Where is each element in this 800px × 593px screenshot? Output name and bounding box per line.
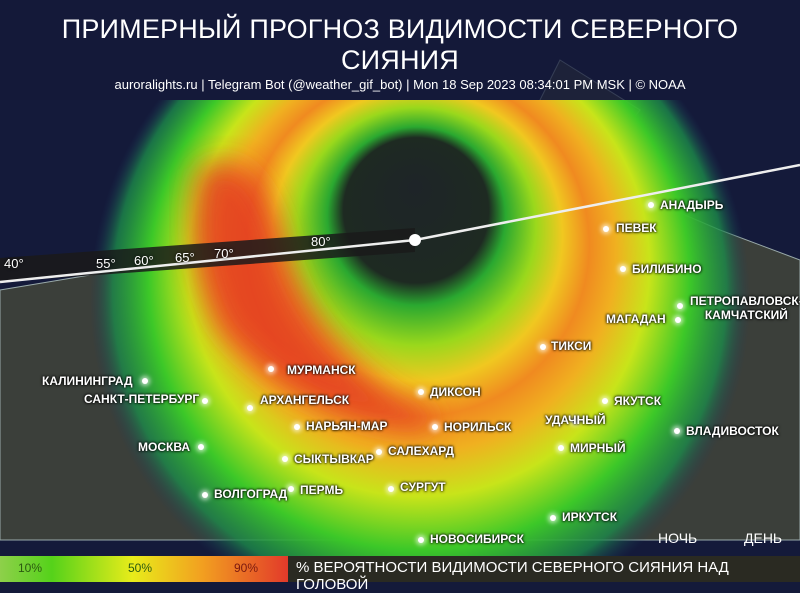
legend-tick: 50% [128,561,153,575]
city-label: АРХАНГЕЛЬСК [260,393,350,407]
city-label: БИЛИБИНО [632,262,702,276]
city-marker [202,492,208,498]
city-marker [268,366,274,372]
day-label: ДЕНЬ [744,530,783,546]
city-marker [247,405,253,411]
meridian-line [0,163,800,284]
city-marker [418,389,424,395]
city-marker [677,303,683,309]
high-probability-zone [193,162,436,430]
city-label: НОВОСИБИРСК [430,532,524,546]
subtitle: auroralights.ru | Telegram Bot (@weather… [114,77,686,92]
city-label: МОСКВА [138,440,191,454]
legend-label: % ВЕРОЯТНОСТИ ВИДИМОСТИ СЕВЕРНОГО СИЯНИЯ… [296,559,729,593]
city-label: ИРКУТСК [562,510,618,524]
city-label: ПЕРМЬ [300,483,344,497]
city-marker [198,444,204,450]
city-marker [550,515,556,521]
city-marker [388,486,394,492]
page-title: ПРИМЕРНЫЙ ПРОГНОЗ ВИДИМОСТИ СЕВЕРНОГО СИ… [61,14,739,75]
city-label: САНКТ-ПЕТЕРБУРГ [84,392,200,406]
city-label: СЫКТЫВКАР [294,452,374,466]
latitude-label: 55° [96,256,116,271]
legend-gradient: 10% 50% 90% [0,556,288,582]
city-label: КАЛИНИНГРАД [42,374,133,388]
city-marker [675,317,681,323]
city-marker [288,486,294,492]
city-marker [602,398,608,404]
city-marker [620,266,626,272]
meridian-band [0,228,415,282]
city-marker [648,202,654,208]
legend: 10% 50% 90% % ВЕРОЯТНОСТИ ВИДИМОСТИ СЕВЕ… [0,556,800,593]
latitude-label: 40° [4,256,24,271]
night-label: НОЧЬ [658,530,698,546]
city-marker [282,456,288,462]
city-label: ДИКСОН [430,385,481,399]
city-marker [202,398,208,404]
city-label: НАРЬЯН-МАР [306,419,388,433]
city-label: ЯКУТСК [614,394,662,408]
city-label: ВОЛГОГРАД [214,487,288,501]
latitude-label: 70° [214,246,234,261]
latitude-label: 60° [134,253,154,268]
city-label: УДАЧНЫЙ [545,413,606,427]
legend-tick: 90% [234,561,259,575]
city-label: ПЕТРОПАВЛОВСК- КАМЧАТСКИЙ [690,294,800,322]
aurora-oval [0,100,800,556]
city-marker [418,537,424,543]
city-label: СУРГУТ [400,480,446,494]
latitude-label: 65° [175,250,195,265]
city-marker [558,445,564,451]
city-marker [376,449,382,455]
city-label: НОРИЛЬСК [444,420,512,434]
city-label: ВЛАДИВОСТОК [686,424,779,438]
city-label: АНАДЫРЬ [660,198,724,212]
city-marker [432,424,438,430]
city-label: САЛЕХАРД [388,444,455,458]
city-label: ПЕВЕК [616,221,657,235]
city-label: ТИКСИ [551,339,592,353]
city-marker [603,226,609,232]
city-label: МАГАДАН [606,312,666,326]
city-marker [572,418,578,424]
city-label: МУРМАНСК [287,363,356,377]
legend-tick: 10% [18,561,43,575]
city-marker [674,428,680,434]
city-label: МИРНЫЙ [570,441,626,455]
north-pole-marker [409,234,421,246]
city-marker [142,378,148,384]
city-marker [294,424,300,430]
latitude-label: 80° [311,234,331,249]
city-marker [540,344,546,350]
